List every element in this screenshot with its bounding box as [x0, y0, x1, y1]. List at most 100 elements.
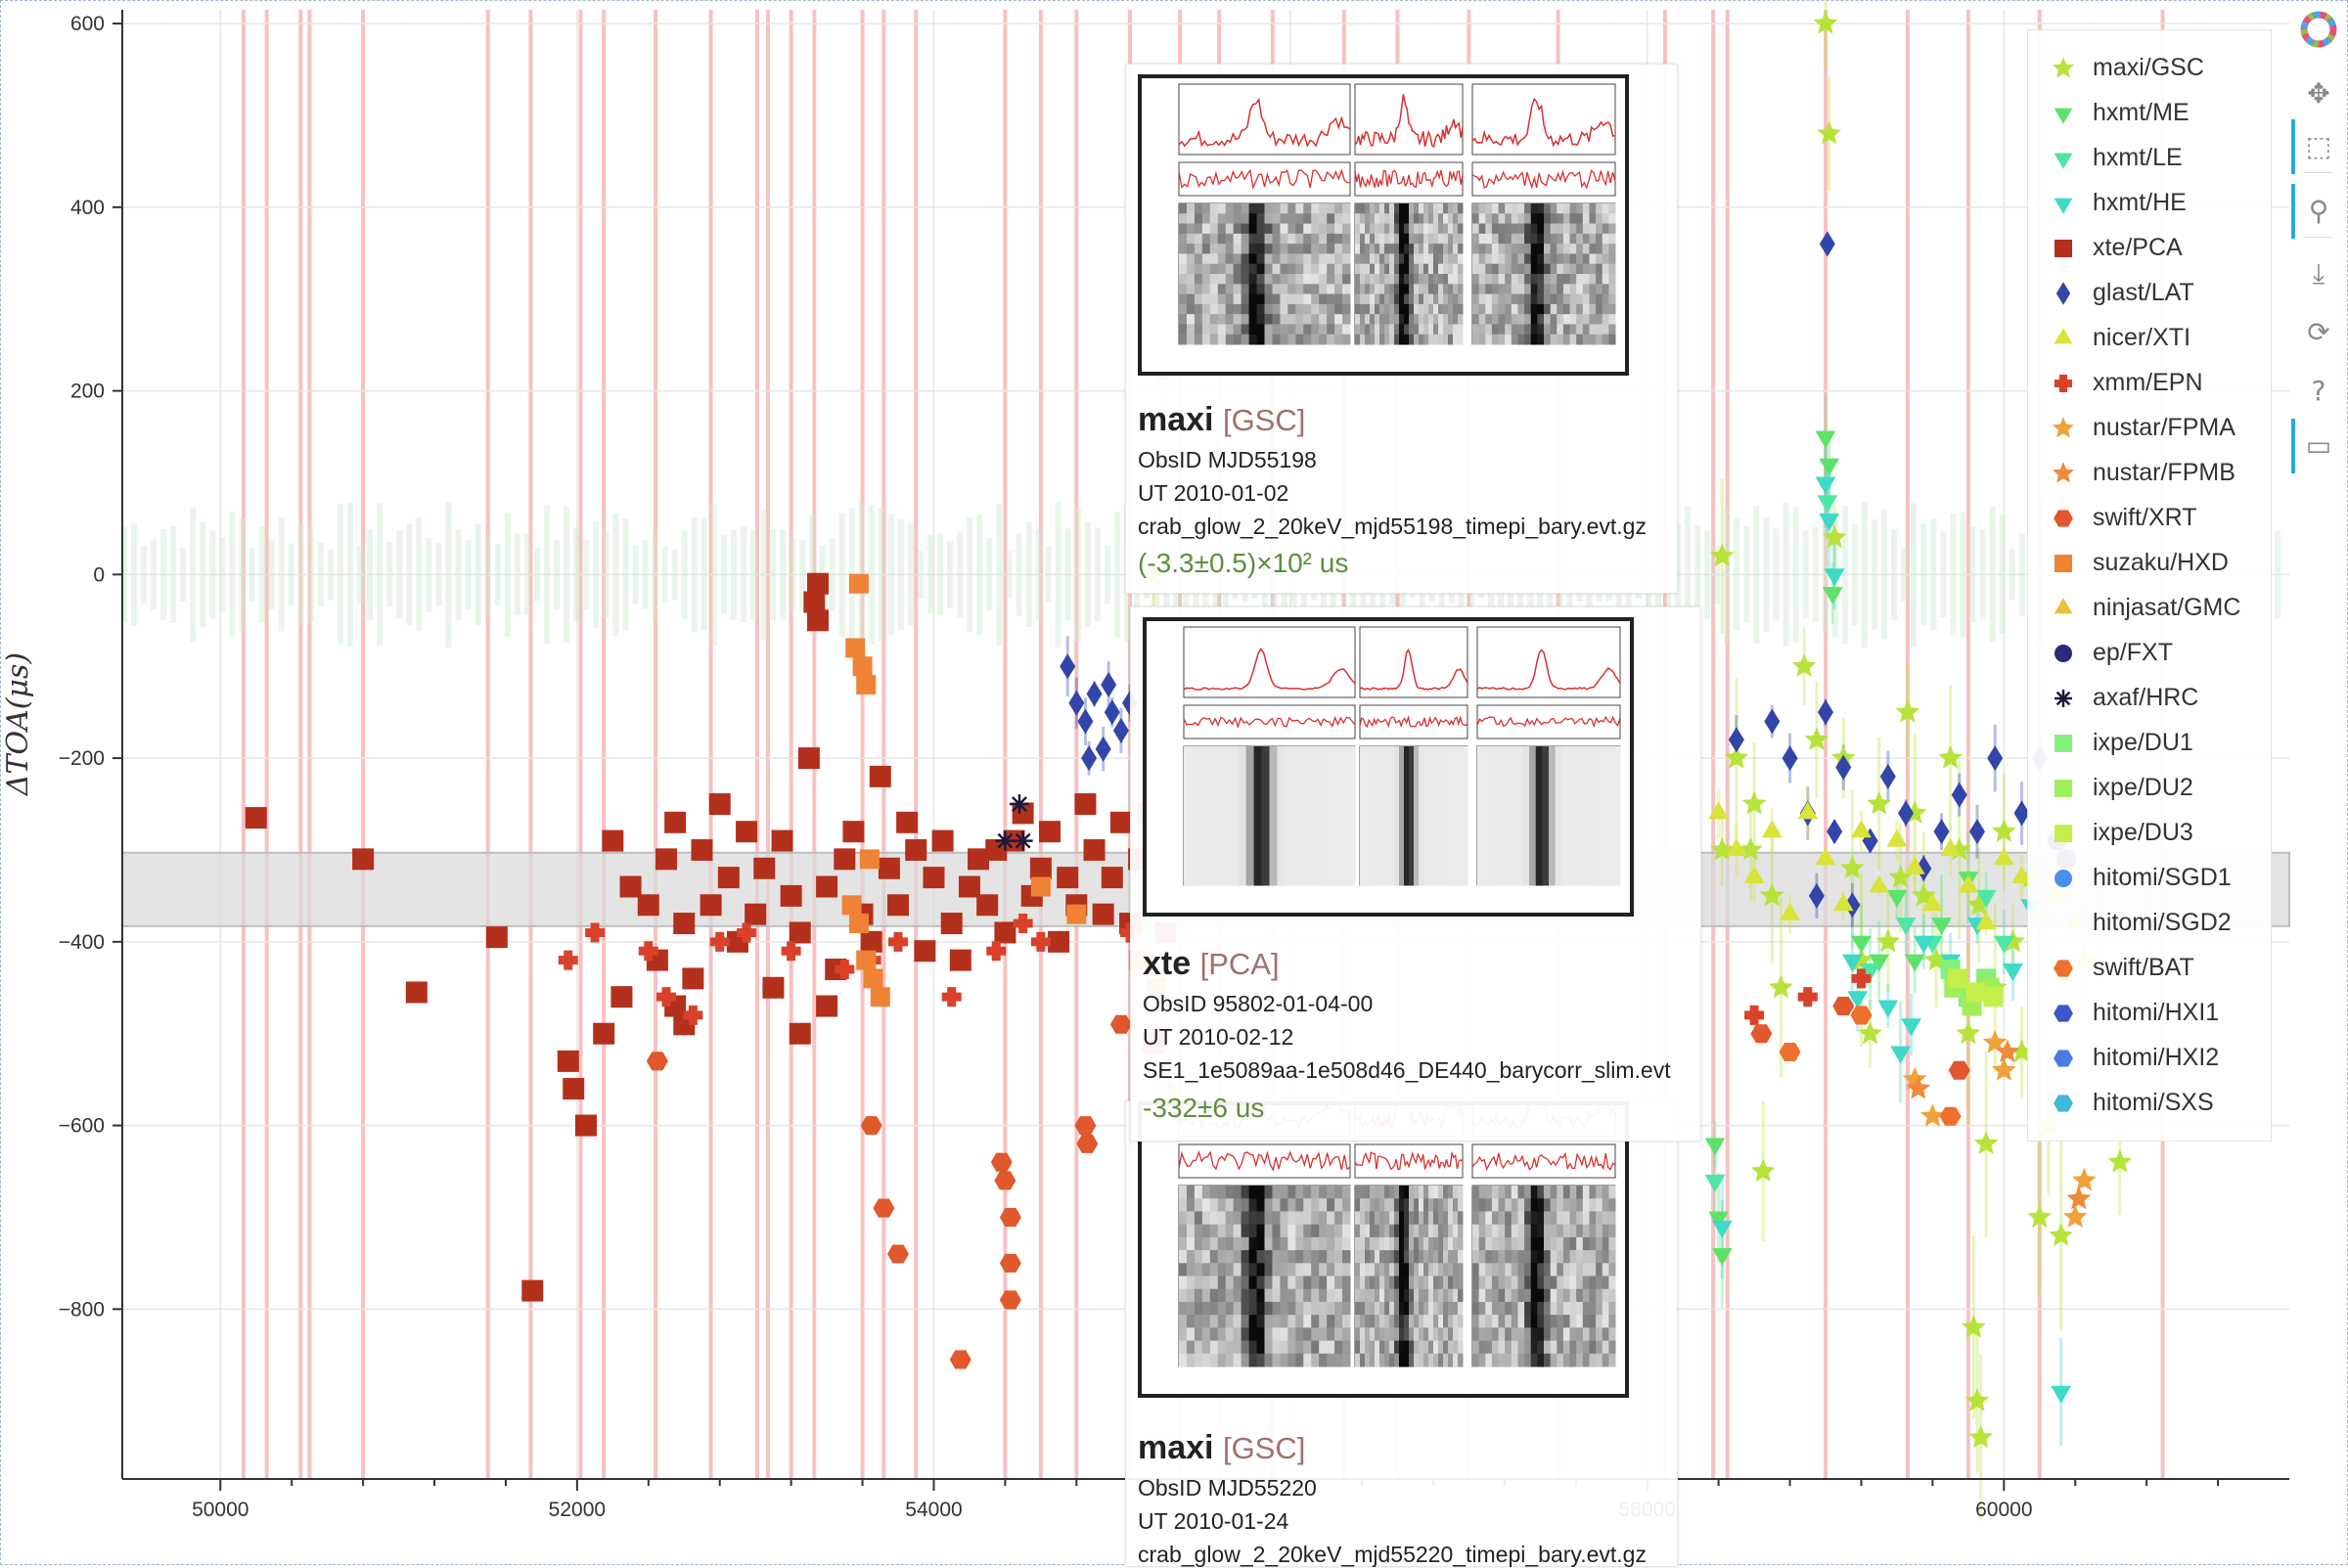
point-xte-pca-23[interactable] [753, 857, 776, 879]
point-xte-pca-29[interactable] [803, 591, 826, 613]
point-swift-xrt-11[interactable] [1076, 1134, 1099, 1153]
point-xte-pca-47[interactable] [958, 875, 980, 898]
point-suzaku-hxd-6[interactable] [856, 950, 877, 970]
point-glast-lat-10[interactable] [1728, 727, 1744, 753]
point-hxmt-me-6[interactable] [1851, 935, 1872, 954]
point-nustar-fpma-2[interactable] [1991, 1057, 2016, 1081]
point-hxmt-he-2[interactable] [1819, 514, 1839, 531]
legend-item-hitomi-sxs[interactable]: hitomi/SXS [2028, 1081, 2271, 1126]
pan-icon[interactable]: ✥ [2307, 77, 2330, 110]
legend-item-hitomi-sgd1[interactable]: hitomi/SGD1 [2028, 856, 2271, 901]
bokeh-logo-icon[interactable] [2299, 10, 2338, 49]
point-xte-pca-27[interactable] [789, 921, 811, 944]
point-hxmt-le-1[interactable] [1817, 495, 1838, 514]
legend-item-hitomi-sgd2[interactable]: hitomi/SGD2 [2028, 901, 2271, 946]
legend-item-nustar-fpmb[interactable]: nustar/FPMB [2028, 451, 2271, 496]
legend-item-nustar-fpma[interactable]: nustar/FPMA [2028, 406, 2271, 451]
legend-item-nicer-xti[interactable]: nicer/XTI [2028, 316, 2271, 361]
point-hxmt-le-3[interactable] [1895, 918, 1917, 936]
point-nicer-xti-6[interactable] [1815, 847, 1836, 866]
point-nicer-xti-11[interactable] [1904, 856, 1925, 874]
point-xte-pca-46[interactable] [949, 949, 971, 971]
point-swift-xrt-4[interactable] [990, 1152, 1013, 1172]
point-xte-pca-56[interactable] [1038, 821, 1061, 843]
legend-item-ixpe-du2[interactable]: ixpe/DU2 [2028, 766, 2271, 811]
point-xte-pca-48[interactable] [968, 848, 990, 871]
point-hxmt-he-14[interactable] [2051, 1385, 2071, 1404]
point-maxi-gsc-13[interactable] [1760, 882, 1784, 907]
point-maxi-gsc-17[interactable] [1813, 11, 1838, 34]
legend-marker-0[interactable] [2052, 57, 2075, 78]
point-maxi-gsc-19[interactable] [1822, 524, 1847, 549]
point-nicer-xti-8[interactable] [1851, 820, 1872, 838]
point-xte-pca-57[interactable] [1048, 930, 1070, 953]
point-hxmt-he-9[interactable] [1913, 935, 1934, 954]
point-glast-lat-15[interactable] [1818, 699, 1834, 726]
point-xte-pca-42[interactable] [914, 940, 936, 963]
legend-item-glast-lat[interactable]: glast/LAT [2028, 271, 2271, 316]
point-xte-pca-5[interactable] [557, 1050, 579, 1072]
point-hxmt-he-8[interactable] [1901, 1018, 1921, 1037]
point-suzaku-hxd-2[interactable] [852, 656, 873, 677]
point-hxmt-he-4[interactable] [1842, 954, 1863, 972]
point-maxi-gsc-11[interactable] [1724, 745, 1749, 769]
point-maxi-gsc-26[interactable] [1888, 865, 1913, 888]
point-xte-pca-55[interactable] [1029, 857, 1052, 879]
point-xte-pca-18[interactable] [708, 793, 731, 816]
point-xte-pca-39[interactable] [887, 894, 910, 917]
point-xmm-epn-2[interactable] [638, 941, 658, 962]
point-maxi-gsc-21[interactable] [1840, 855, 1865, 879]
point-nicer-xti-9[interactable] [1869, 874, 1890, 893]
point-xte-pca-64[interactable] [1109, 811, 1132, 833]
legend-marker-10[interactable] [2054, 510, 2073, 527]
legend-marker-12[interactable] [2054, 598, 2073, 614]
save-icon[interactable]: ⤓ [2312, 257, 2325, 290]
legend-item-swift-xrt[interactable]: swift/XRT [2028, 496, 2271, 541]
legend-marker-4[interactable] [2054, 240, 2072, 257]
legend-item-hitomi-hxi2[interactable]: hitomi/HXI2 [2028, 1036, 2271, 1081]
point-maxi-gsc-43[interactable] [2049, 1223, 2073, 1246]
point-xte-pca-60[interactable] [1074, 793, 1097, 816]
point-xmm-epn-17[interactable] [1797, 987, 1818, 1008]
point-glast-lat-4[interactable] [1095, 736, 1111, 762]
legend-marker-13[interactable] [2054, 645, 2072, 662]
point-xte-pca-53[interactable] [1012, 802, 1034, 825]
legend-marker-20[interactable] [2054, 960, 2073, 977]
point-glast-lat-21[interactable] [1898, 800, 1915, 827]
legend-marker-15[interactable] [2054, 735, 2072, 752]
point-nicer-xti-10[interactable] [1886, 829, 1908, 847]
point-glast-lat-26[interactable] [1987, 745, 2004, 772]
legend-item-ixpe-du1[interactable]: ixpe/DU1 [2028, 721, 2271, 766]
point-maxi-gsc-33[interactable] [1956, 1020, 1981, 1045]
point-suzaku-hxd-7[interactable] [863, 968, 883, 989]
point-maxi-gsc-35[interactable] [1973, 1131, 1999, 1154]
point-maxi-gsc-16[interactable] [1804, 727, 1829, 750]
point-nicer-xti-0[interactable] [1708, 801, 1729, 820]
point-suzaku-hxd-10[interactable] [1030, 876, 1051, 897]
point-hxmt-he-6[interactable] [1877, 1000, 1899, 1018]
point-nustar-fpmb-1[interactable] [1995, 1039, 2020, 1063]
point-xmm-epn-5[interactable] [709, 931, 730, 952]
point-maxi-gsc-24[interactable] [1867, 791, 1892, 815]
point-glast-lat-29[interactable] [1819, 231, 1835, 257]
point-xte-pca-76[interactable] [806, 572, 829, 595]
legend-item-ixpe-du3[interactable]: ixpe/DU3 [2028, 811, 2271, 856]
point-xmm-epn-4[interactable] [683, 1005, 703, 1025]
point-xte-pca-14[interactable] [673, 913, 696, 935]
point-nicer-xti-17[interactable] [2011, 866, 2032, 884]
point-xte-pca-74[interactable] [789, 1022, 811, 1045]
point-hxmt-he-3[interactable] [1824, 568, 1845, 587]
point-nicer-xti-16[interactable] [1993, 847, 2014, 866]
point-hxmt-he-0[interactable] [1711, 1220, 1733, 1238]
legend-marker-23[interactable] [2054, 1095, 2073, 1112]
point-hxmt-me-7[interactable] [1869, 954, 1890, 972]
point-swift-xrt-13[interactable] [1750, 1024, 1773, 1044]
legend-item-hxmt-le[interactable]: hxmt/LE [2028, 136, 2271, 181]
point-hxmt-me-2[interactable] [1711, 1248, 1733, 1266]
point-swift-xrt-1[interactable] [860, 1116, 882, 1136]
legend-marker-21[interactable] [2054, 1005, 2073, 1022]
point-glast-lat-6[interactable] [1112, 717, 1129, 743]
point-glast-lat-17[interactable] [1835, 754, 1852, 781]
point-xmm-epn-18[interactable] [1851, 968, 1872, 989]
point-maxi-gsc-27[interactable] [1895, 699, 1920, 723]
